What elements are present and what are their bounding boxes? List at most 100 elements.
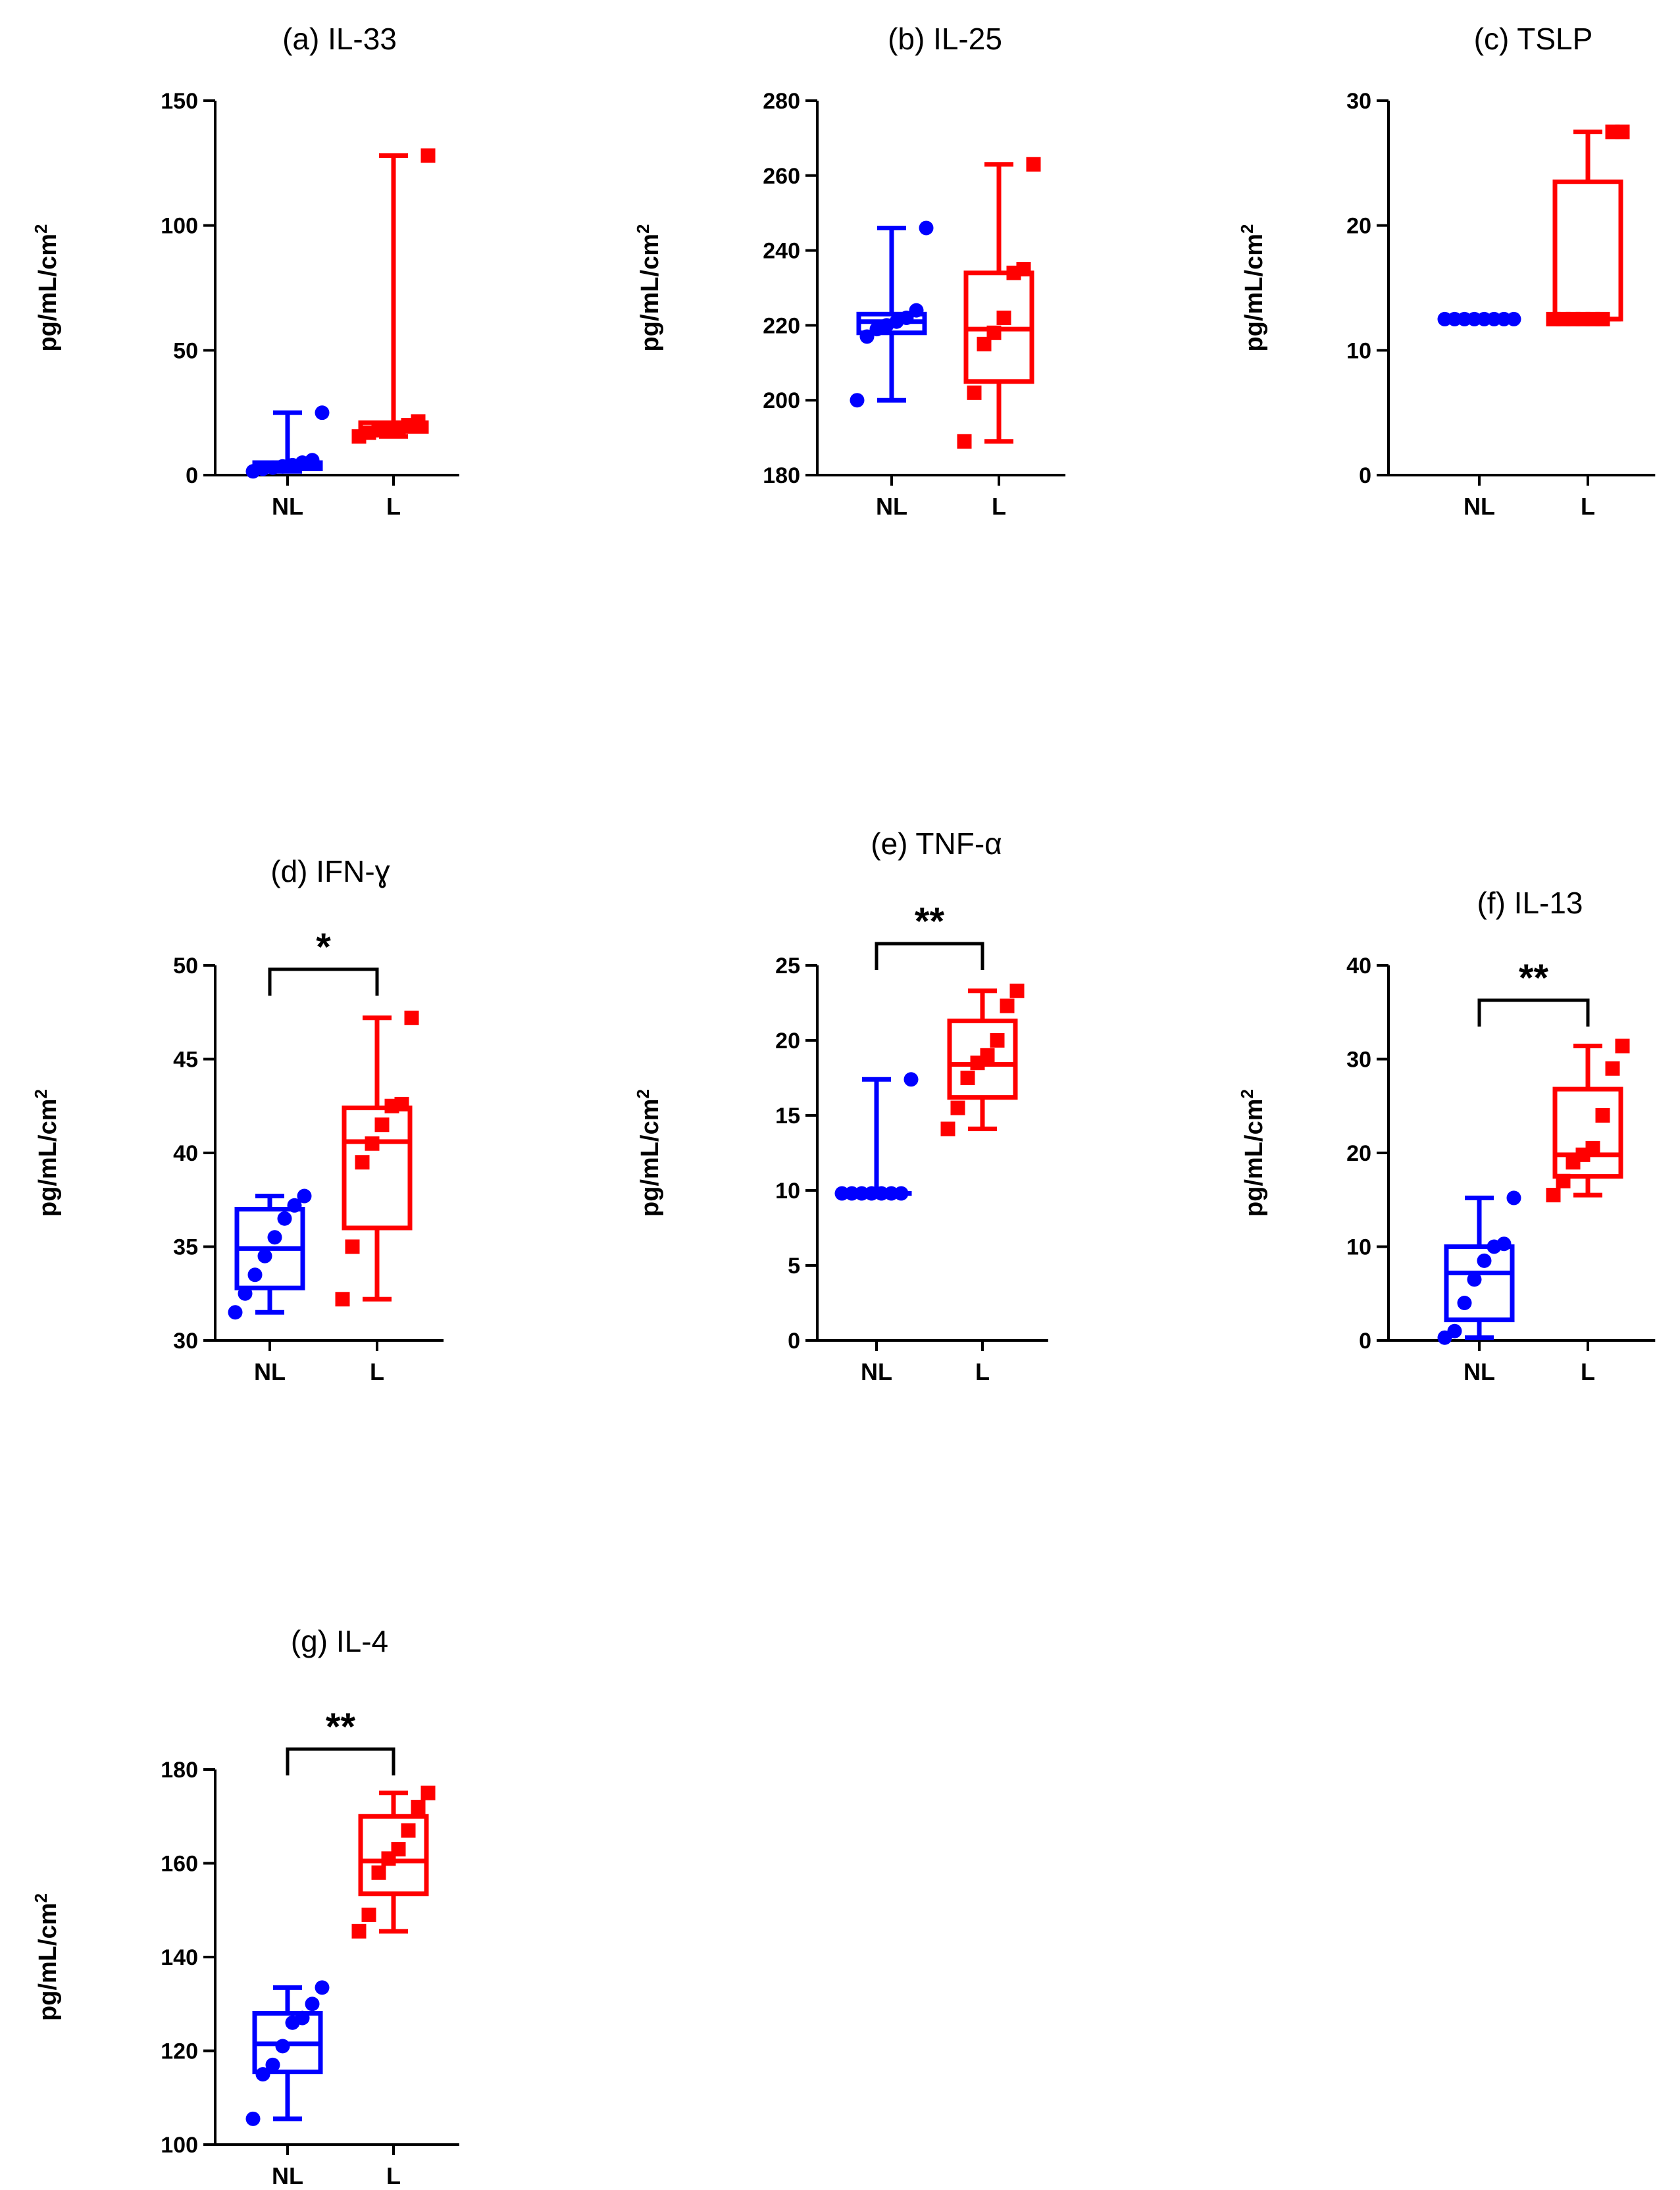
data-point — [305, 1997, 320, 2012]
data-point — [277, 1211, 292, 1226]
x-category-label: L — [1581, 1358, 1595, 1385]
y-tick-label: 0 — [1359, 463, 1371, 488]
box-l — [1546, 1038, 1630, 1203]
data-point — [950, 1100, 965, 1115]
significance-bracket: * — [268, 926, 379, 996]
data-point — [859, 329, 875, 344]
panel-title: (e) TNF-α — [871, 827, 1002, 861]
y-tick-label: 0 — [186, 463, 198, 488]
bracket-line — [1477, 998, 1590, 1027]
panel-f: (f) IL-13 pg/mL/cm2 0 10 20 30 40 NL L ** — [1237, 886, 1656, 1385]
panel-title: (f) IL-13 — [1477, 886, 1583, 920]
y-tick-label: 20 — [1346, 1141, 1371, 1166]
box-iqr — [1552, 179, 1623, 322]
significance-label: ** — [1519, 957, 1549, 1000]
data-point — [275, 2039, 290, 2054]
data-point — [315, 405, 330, 420]
panel-c: (c) TSLP pg/mL/cm2 0 10 20 30 NL L — [1237, 22, 1656, 520]
box-nl — [245, 405, 330, 479]
data-point — [904, 1072, 919, 1087]
data-point — [255, 2067, 270, 2082]
x-category-label: L — [386, 2162, 401, 2189]
panel-b: (b) IL-25 pg/mL/cm2 180 200 220 240 260 280 NL L — [633, 22, 1066, 520]
data-point — [996, 311, 1011, 326]
data-point — [238, 1286, 253, 1301]
y-tick-label: 20 — [775, 1029, 800, 1054]
y-tick-label: 200 — [763, 388, 800, 413]
data-point — [335, 1292, 350, 1307]
data-point — [909, 303, 924, 318]
x-category-label: L — [370, 1358, 384, 1385]
data-point — [391, 1842, 406, 1857]
y-tick-label: 30 — [1346, 1048, 1371, 1073]
panel-title: (d) IFN-ɣ — [270, 854, 390, 888]
panel-title: (a) IL-33 — [282, 22, 397, 56]
box-nl — [1437, 311, 1521, 326]
x-category-label: NL — [272, 493, 303, 520]
y-tick-label: 220 — [763, 313, 800, 338]
data-point — [1595, 311, 1610, 326]
data-point — [1477, 1253, 1492, 1268]
box-l — [351, 148, 436, 444]
panel-title: (b) IL-25 — [888, 22, 1002, 56]
y-axis-label: pg/mL/cm2 — [1237, 1089, 1268, 1217]
box-iqr — [1552, 1086, 1623, 1179]
data-point — [345, 1239, 360, 1254]
y-tick-label: 5 — [788, 1254, 800, 1279]
data-point — [265, 2057, 280, 2072]
box-l — [957, 157, 1041, 449]
data-point — [1447, 1323, 1462, 1338]
data-point — [986, 325, 1002, 340]
significance-label: ** — [915, 900, 945, 943]
y-tick-label: 45 — [173, 1048, 198, 1073]
data-point — [1506, 1190, 1521, 1206]
box-nl — [245, 1980, 330, 2126]
data-point — [267, 1230, 282, 1245]
data-point — [1585, 1140, 1600, 1156]
x-category-label: NL — [272, 2162, 303, 2189]
data-point — [371, 1865, 386, 1880]
data-point — [1016, 262, 1031, 277]
y-tick-label: 20 — [1346, 214, 1371, 239]
data-point — [919, 220, 934, 236]
y-tick-label: 280 — [763, 89, 800, 114]
bracket-line — [286, 1747, 395, 1775]
box-l — [335, 1010, 419, 1307]
y-tick-label: 260 — [763, 164, 800, 189]
y-tick-label: 10 — [1346, 1235, 1371, 1260]
x-category-label: L — [992, 493, 1006, 520]
y-tick-label: 15 — [775, 1104, 800, 1129]
data-point — [1595, 1108, 1610, 1123]
y-tick-label: 140 — [161, 1945, 198, 1970]
x-category-label: L — [1581, 493, 1595, 520]
x-category-label: L — [386, 493, 401, 520]
box-l — [1546, 124, 1630, 326]
x-category-label: NL — [254, 1358, 286, 1385]
data-point — [394, 1096, 409, 1111]
box-l — [351, 1785, 436, 1939]
y-tick-label: 240 — [763, 239, 800, 264]
y-tick-label: 180 — [161, 1758, 198, 1783]
data-point — [297, 1188, 312, 1204]
y-axis-label: pg/mL/cm2 — [31, 224, 62, 352]
x-category-label: NL — [876, 493, 907, 520]
panel-title: (g) IL-4 — [291, 1624, 388, 1658]
y-tick-label: 40 — [1346, 954, 1371, 979]
y-tick-label: 120 — [161, 2039, 198, 2064]
data-point — [1026, 157, 1041, 172]
y-tick-label: 0 — [788, 1329, 800, 1354]
data-point — [1556, 1173, 1571, 1188]
y-tick-label: 10 — [1346, 338, 1371, 363]
y-tick-label: 35 — [173, 1235, 198, 1260]
data-point — [295, 2010, 310, 2025]
box-nl — [228, 1188, 312, 1320]
data-point — [1615, 124, 1630, 140]
significance-bracket: ** — [286, 1706, 395, 1775]
data-point — [404, 1010, 419, 1025]
y-tick-label: 180 — [763, 463, 800, 488]
data-point — [957, 434, 972, 449]
y-axis-label: pg/mL/cm2 — [633, 1089, 664, 1217]
panel-g: (g) IL-4 pg/mL/cm2 100 120 140 160 180 NL L ** — [31, 1624, 459, 2189]
box-nl — [1437, 1190, 1521, 1345]
